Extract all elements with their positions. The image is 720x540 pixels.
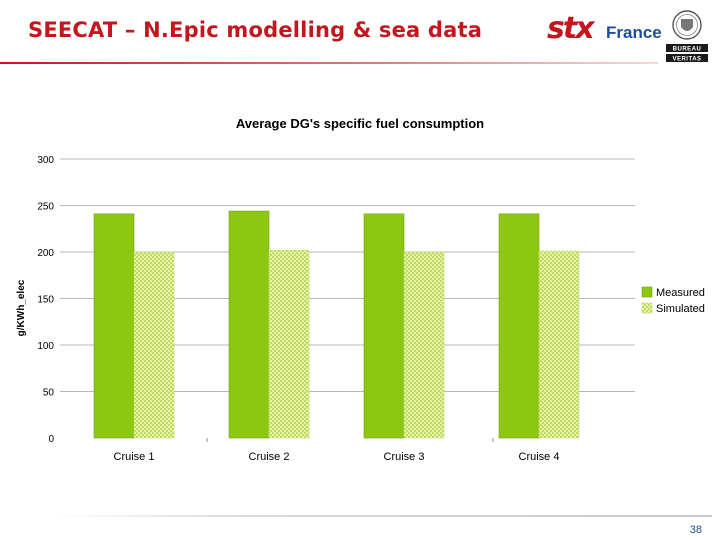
bar-measured-2	[228, 210, 270, 439]
footer-rule	[52, 515, 712, 517]
title-rule	[0, 62, 658, 64]
y-axis-label: g/KWh_elec	[16, 279, 27, 336]
y-tick-label: 0	[48, 434, 54, 445]
legend-swatch-measured	[641, 286, 653, 298]
x-tick-label: Cruise 2	[249, 451, 290, 463]
bars	[93, 210, 580, 439]
bar-simulated-3	[403, 251, 445, 439]
page-number: 38	[689, 524, 702, 536]
chart-area: Average DG's specific fuel consumption g…	[0, 100, 720, 480]
y-tick-label: 50	[43, 388, 55, 399]
bar-simulated-1	[133, 251, 175, 439]
bar-measured-1	[93, 213, 135, 439]
slide-title: SEECAT – N.Epic modelling & sea data	[28, 18, 483, 42]
y-tick-labels: 0 50 100 150 200 250 300	[37, 155, 54, 445]
legend: Measured Simulated	[641, 286, 705, 315]
y-tick-label: 100	[37, 341, 54, 352]
chart-title: Average DG's specific fuel consumption	[236, 116, 484, 131]
y-tick-label: 250	[37, 202, 54, 213]
stx-logo-text: stx	[547, 11, 595, 46]
x-tick-label: Cruise 4	[519, 451, 560, 463]
x-tick-label: Cruise 1	[114, 451, 155, 463]
bureau-veritas-logo: BUREAU VERITAS	[666, 10, 708, 63]
bar-simulated-4	[538, 250, 580, 439]
bar-measured-4	[498, 213, 540, 439]
y-tick-label: 150	[37, 295, 54, 306]
legend-swatch-simulated	[641, 302, 653, 314]
y-tick-label: 200	[37, 248, 54, 259]
france-logo-text: France	[606, 23, 662, 42]
y-tick-label: 300	[37, 155, 54, 166]
bar-chart: Average DG's specific fuel consumption g…	[16, 116, 705, 463]
bar-measured-3	[363, 213, 405, 439]
x-tick-label: Cruise 3	[384, 451, 425, 463]
svg-text:BUREAU: BUREAU	[673, 47, 702, 53]
svg-text:VERITAS: VERITAS	[672, 57, 701, 63]
legend-label-measured: Measured	[656, 287, 705, 299]
bar-simulated-2	[268, 249, 310, 439]
x-tick-labels: Cruise 1 Cruise 2 Cruise 3 Cruise 4	[114, 438, 560, 463]
legend-label-simulated: Simulated	[656, 303, 705, 315]
